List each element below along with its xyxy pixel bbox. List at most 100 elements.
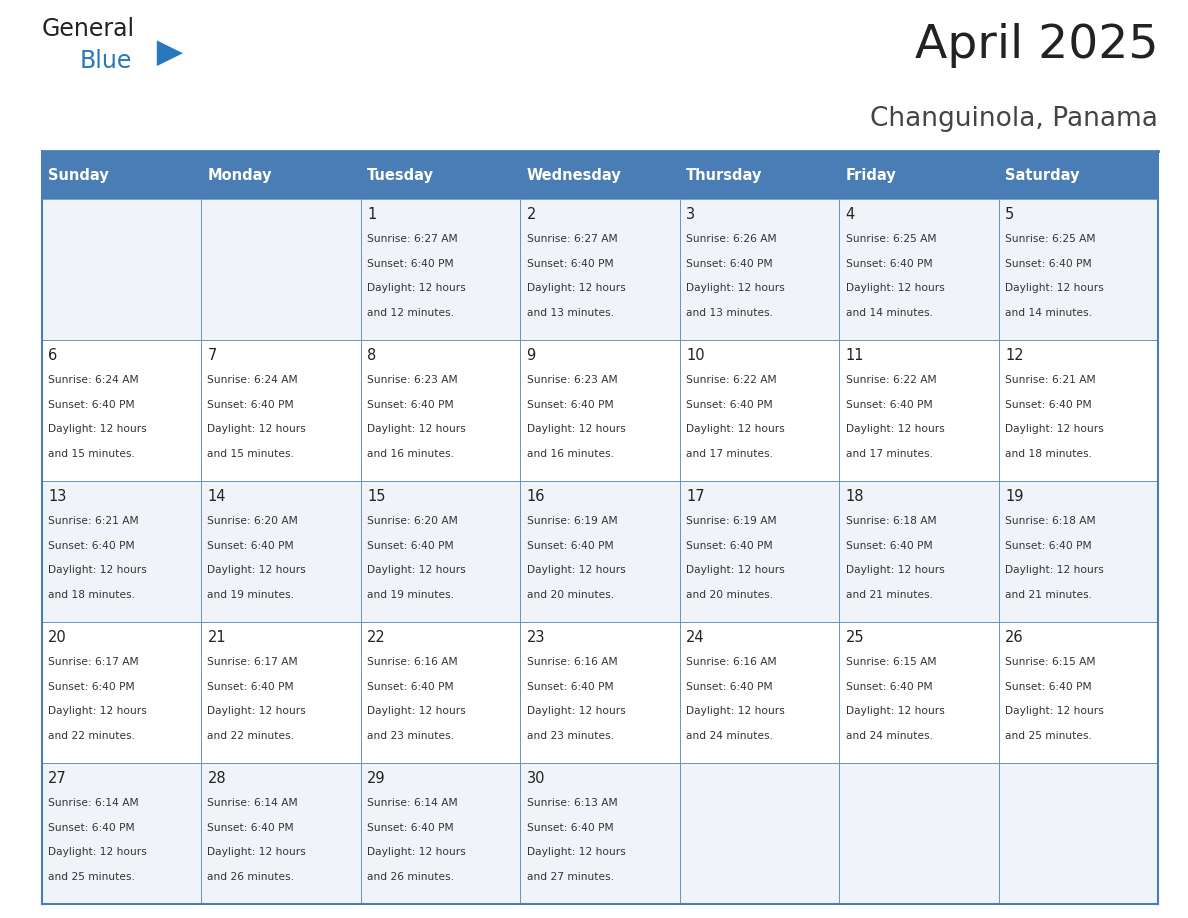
Text: Sunrise: 6:17 AM: Sunrise: 6:17 AM	[208, 657, 298, 667]
Text: Saturday: Saturday	[1005, 168, 1080, 183]
Text: 16: 16	[526, 488, 545, 504]
Text: and 21 minutes.: and 21 minutes.	[846, 590, 933, 600]
Text: and 14 minutes.: and 14 minutes.	[846, 308, 933, 319]
Text: Sunset: 6:40 PM: Sunset: 6:40 PM	[48, 399, 134, 409]
Text: and 23 minutes.: and 23 minutes.	[526, 731, 613, 741]
Text: and 19 minutes.: and 19 minutes.	[367, 590, 454, 600]
Text: Friday: Friday	[846, 168, 897, 183]
Text: 28: 28	[208, 770, 226, 786]
Text: 29: 29	[367, 770, 386, 786]
Text: April 2025: April 2025	[915, 23, 1158, 68]
Text: 15: 15	[367, 488, 386, 504]
Text: 13: 13	[48, 488, 67, 504]
Text: Sunrise: 6:25 AM: Sunrise: 6:25 AM	[846, 234, 936, 244]
Text: Sunset: 6:40 PM: Sunset: 6:40 PM	[208, 399, 295, 409]
Text: Daylight: 12 hours: Daylight: 12 hours	[367, 847, 466, 857]
Text: Daylight: 12 hours: Daylight: 12 hours	[846, 424, 944, 434]
Text: and 13 minutes.: and 13 minutes.	[526, 308, 613, 319]
Text: Sunset: 6:40 PM: Sunset: 6:40 PM	[367, 259, 454, 269]
Text: Sunset: 6:40 PM: Sunset: 6:40 PM	[1005, 399, 1092, 409]
Text: 26: 26	[1005, 630, 1024, 644]
Text: and 23 minutes.: and 23 minutes.	[367, 731, 454, 741]
Text: Sunrise: 6:16 AM: Sunrise: 6:16 AM	[526, 657, 618, 667]
Text: 9: 9	[526, 348, 536, 363]
Text: Tuesday: Tuesday	[367, 168, 434, 183]
Text: 8: 8	[367, 348, 377, 363]
Text: Sunset: 6:40 PM: Sunset: 6:40 PM	[48, 682, 134, 692]
Text: Sunset: 6:40 PM: Sunset: 6:40 PM	[846, 399, 933, 409]
Text: Sunset: 6:40 PM: Sunset: 6:40 PM	[526, 682, 613, 692]
Text: Sunset: 6:40 PM: Sunset: 6:40 PM	[846, 541, 933, 551]
Text: Sunrise: 6:18 AM: Sunrise: 6:18 AM	[1005, 516, 1095, 526]
Text: Sunset: 6:40 PM: Sunset: 6:40 PM	[367, 541, 454, 551]
Text: Daylight: 12 hours: Daylight: 12 hours	[48, 707, 146, 716]
Text: 2: 2	[526, 207, 536, 221]
Text: and 16 minutes.: and 16 minutes.	[367, 449, 454, 459]
Text: Daylight: 12 hours: Daylight: 12 hours	[526, 565, 625, 576]
Text: Daylight: 12 hours: Daylight: 12 hours	[48, 424, 146, 434]
Text: Daylight: 12 hours: Daylight: 12 hours	[687, 424, 785, 434]
Text: Daylight: 12 hours: Daylight: 12 hours	[526, 847, 625, 857]
Text: Daylight: 12 hours: Daylight: 12 hours	[367, 284, 466, 294]
Text: Daylight: 12 hours: Daylight: 12 hours	[846, 284, 944, 294]
Text: 22: 22	[367, 630, 386, 644]
Text: Sunrise: 6:15 AM: Sunrise: 6:15 AM	[1005, 657, 1095, 667]
Text: Sunset: 6:40 PM: Sunset: 6:40 PM	[687, 541, 772, 551]
Text: and 22 minutes.: and 22 minutes.	[208, 731, 295, 741]
Text: Sunrise: 6:25 AM: Sunrise: 6:25 AM	[1005, 234, 1095, 244]
Text: Sunrise: 6:20 AM: Sunrise: 6:20 AM	[208, 516, 298, 526]
Text: 6: 6	[48, 348, 57, 363]
Text: Sunrise: 6:13 AM: Sunrise: 6:13 AM	[526, 798, 618, 808]
Polygon shape	[157, 40, 183, 66]
Text: and 12 minutes.: and 12 minutes.	[367, 308, 454, 319]
Text: Daylight: 12 hours: Daylight: 12 hours	[208, 565, 307, 576]
Text: Sunset: 6:40 PM: Sunset: 6:40 PM	[687, 259, 772, 269]
Text: Daylight: 12 hours: Daylight: 12 hours	[208, 707, 307, 716]
Text: Sunset: 6:40 PM: Sunset: 6:40 PM	[367, 823, 454, 833]
Text: Monday: Monday	[208, 168, 272, 183]
Text: Sunrise: 6:24 AM: Sunrise: 6:24 AM	[208, 375, 298, 385]
Text: and 25 minutes.: and 25 minutes.	[1005, 731, 1092, 741]
Text: and 26 minutes.: and 26 minutes.	[367, 872, 454, 882]
Text: Sunrise: 6:27 AM: Sunrise: 6:27 AM	[526, 234, 618, 244]
Text: Sunrise: 6:14 AM: Sunrise: 6:14 AM	[48, 798, 139, 808]
Text: Sunset: 6:40 PM: Sunset: 6:40 PM	[526, 259, 613, 269]
Text: Sunrise: 6:23 AM: Sunrise: 6:23 AM	[367, 375, 457, 385]
Text: Daylight: 12 hours: Daylight: 12 hours	[367, 565, 466, 576]
Text: General: General	[42, 17, 134, 41]
Text: and 20 minutes.: and 20 minutes.	[687, 590, 773, 600]
Text: and 24 minutes.: and 24 minutes.	[687, 731, 773, 741]
Text: Sunrise: 6:14 AM: Sunrise: 6:14 AM	[367, 798, 457, 808]
Text: and 17 minutes.: and 17 minutes.	[687, 449, 773, 459]
Text: and 19 minutes.: and 19 minutes.	[208, 590, 295, 600]
Text: Sunrise: 6:14 AM: Sunrise: 6:14 AM	[208, 798, 298, 808]
Text: Sunrise: 6:15 AM: Sunrise: 6:15 AM	[846, 657, 936, 667]
Text: Sunset: 6:40 PM: Sunset: 6:40 PM	[208, 541, 295, 551]
Text: 4: 4	[846, 207, 855, 221]
Text: Daylight: 12 hours: Daylight: 12 hours	[526, 284, 625, 294]
Text: Sunset: 6:40 PM: Sunset: 6:40 PM	[1005, 259, 1092, 269]
Text: Sunrise: 6:16 AM: Sunrise: 6:16 AM	[687, 657, 777, 667]
Text: 7: 7	[208, 348, 217, 363]
Text: Sunrise: 6:22 AM: Sunrise: 6:22 AM	[846, 375, 936, 385]
Text: Changuinola, Panama: Changuinola, Panama	[871, 106, 1158, 131]
Text: 11: 11	[846, 348, 864, 363]
Text: Sunrise: 6:26 AM: Sunrise: 6:26 AM	[687, 234, 777, 244]
Text: and 18 minutes.: and 18 minutes.	[1005, 449, 1092, 459]
Text: 12: 12	[1005, 348, 1024, 363]
Text: and 27 minutes.: and 27 minutes.	[526, 872, 613, 882]
Text: and 15 minutes.: and 15 minutes.	[208, 449, 295, 459]
Text: Sunrise: 6:17 AM: Sunrise: 6:17 AM	[48, 657, 139, 667]
Text: Sunrise: 6:23 AM: Sunrise: 6:23 AM	[526, 375, 618, 385]
Text: 5: 5	[1005, 207, 1015, 221]
Text: Sunrise: 6:21 AM: Sunrise: 6:21 AM	[1005, 375, 1095, 385]
Text: Sunset: 6:40 PM: Sunset: 6:40 PM	[687, 682, 772, 692]
Text: Sunrise: 6:19 AM: Sunrise: 6:19 AM	[687, 516, 777, 526]
Text: Sunset: 6:40 PM: Sunset: 6:40 PM	[208, 823, 295, 833]
Text: Sunset: 6:40 PM: Sunset: 6:40 PM	[1005, 541, 1092, 551]
Text: and 17 minutes.: and 17 minutes.	[846, 449, 933, 459]
Text: 23: 23	[526, 630, 545, 644]
Text: Sunset: 6:40 PM: Sunset: 6:40 PM	[48, 541, 134, 551]
Text: and 21 minutes.: and 21 minutes.	[1005, 590, 1092, 600]
Text: and 20 minutes.: and 20 minutes.	[526, 590, 614, 600]
